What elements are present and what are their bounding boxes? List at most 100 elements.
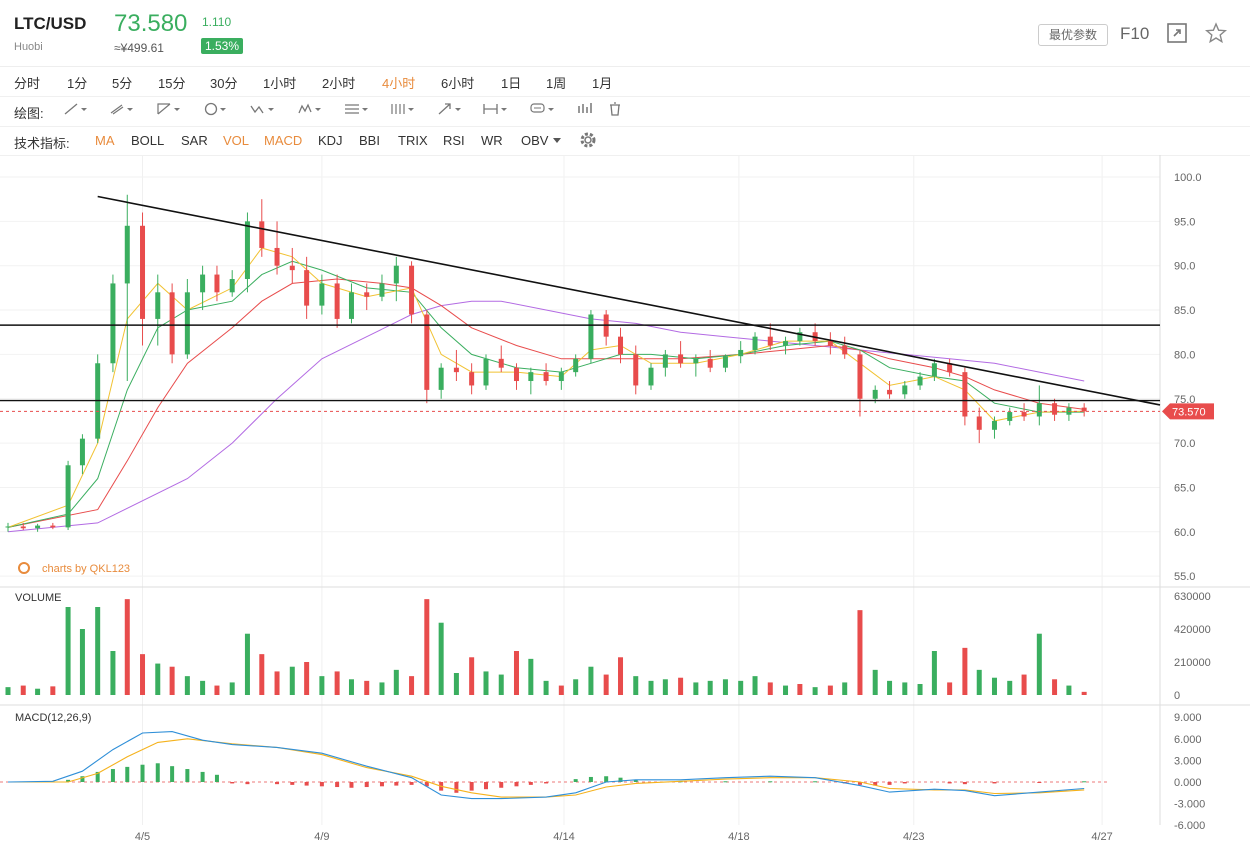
candle-body (738, 349, 744, 357)
x-tick-label: 4/18 (728, 831, 749, 843)
macd-histogram-bar (618, 777, 623, 782)
macd-histogram-bar (409, 782, 414, 785)
macd-histogram-bar (992, 782, 997, 784)
volume-bar (1081, 691, 1087, 695)
candle-body (648, 367, 654, 386)
ray-tool-icon[interactable] (108, 101, 134, 117)
timeframe-3[interactable]: 15分 (158, 76, 186, 91)
best-params-button[interactable]: 最优参数 (1038, 24, 1108, 46)
indicator-label: 技术指标: (14, 136, 70, 151)
volume-bar (797, 684, 803, 695)
volume-bar (274, 671, 280, 695)
volume-tick-label: 420000 (1174, 624, 1211, 636)
volume-bar (618, 657, 624, 695)
price-tick-label: 70.0 (1174, 438, 1195, 450)
macd-histogram-bar (962, 782, 967, 785)
price-chart[interactable]: 4/5 4/9 4/14 4/18 4/23 4/27 100.0 95.0 90.0 85.0 8… (0, 155, 1250, 860)
macd-tick-label: 3.000 (1174, 755, 1202, 767)
candle-body (469, 372, 475, 386)
volume-bar (752, 676, 758, 695)
volume-bar (140, 654, 146, 695)
timeframe-7[interactable]: 4小时 (382, 76, 416, 91)
timeframe-4[interactable]: 30分 (210, 76, 238, 91)
candle-body (483, 358, 489, 386)
channel-tool-icon[interactable] (155, 101, 181, 117)
indicator-kdj[interactable]: KDJ (318, 133, 343, 148)
indicator-rsi[interactable]: RSI (443, 133, 465, 148)
star-icon[interactable] (1205, 22, 1227, 44)
macd-tick-label: 9.000 (1174, 712, 1202, 724)
indicator-ma[interactable]: MA (95, 133, 115, 148)
indicator-macd[interactable]: MACD (264, 133, 303, 148)
measure-tool-icon[interactable] (482, 101, 508, 117)
candle-body (618, 336, 624, 355)
gear-icon[interactable] (579, 131, 597, 149)
timeframe-6[interactable]: 2小时 (322, 76, 356, 91)
price-tick-label: 75.0 (1174, 394, 1195, 406)
macd-histogram-bar (304, 782, 309, 786)
candle-body (289, 265, 295, 271)
volume-bar (693, 682, 699, 695)
volume-bar (1021, 674, 1027, 695)
macd-histogram-bar (588, 776, 593, 782)
volume-bar (304, 662, 310, 695)
indicator-wr[interactable]: WR (481, 133, 503, 148)
indicator-vol[interactable]: VOL (223, 133, 250, 148)
price-change-pct-badge: 1.53% (201, 38, 244, 54)
candle-body (244, 221, 250, 280)
wave-tool-icon[interactable] (249, 101, 275, 117)
macd-histogram-bar (902, 782, 907, 784)
macd-title: MACD(12,26,9) (15, 712, 91, 724)
circle-tool-icon[interactable] (201, 101, 227, 117)
macd-histogram-bar (1082, 781, 1087, 783)
line-tool-icon[interactable] (62, 101, 88, 117)
annotation-tool-icon[interactable] (529, 101, 555, 117)
macd-tick-label: 6.000 (1174, 734, 1202, 746)
indicator-trix[interactable]: TRIX (398, 133, 428, 148)
timeframe-bar: 分时 1分 5分 15分 30分 1小时 2小时 4小时 6小时 1日 1周 1月 (0, 66, 1250, 97)
timeframe-2[interactable]: 5分 (112, 76, 133, 91)
timeframe-0[interactable]: 分时 (14, 76, 41, 91)
macd-histogram-bar (813, 781, 818, 783)
trash-icon[interactable] (606, 101, 632, 117)
volume-bar (469, 657, 475, 695)
volume-bar (200, 680, 206, 695)
indicator-boll[interactable]: BOLL (131, 133, 165, 148)
timeframe-10[interactable]: 1周 (546, 76, 567, 91)
pattern-tool-icon[interactable] (296, 101, 322, 117)
volume-bar (393, 669, 399, 695)
candle-body (79, 438, 85, 466)
timeframe-5[interactable]: 1小时 (263, 76, 297, 91)
indicator-obv[interactable]: OBV (521, 133, 549, 148)
volume-bar (259, 654, 265, 695)
volume-bar (662, 679, 668, 695)
candle-body (184, 292, 190, 355)
macd-histogram-bar (499, 782, 504, 788)
timeframe-8[interactable]: 6小时 (441, 76, 475, 91)
indicator-bbi[interactable]: BBI (359, 133, 380, 148)
volume-bar (110, 651, 116, 695)
timeframe-9[interactable]: 1日 (501, 76, 522, 91)
indicator-bar: 技术指标: MA BOLL SAR VOL MACD KDJ BBI TRIX RSI WR OBV (0, 126, 1250, 156)
volume-bar (244, 633, 250, 695)
indicator-sar[interactable]: SAR (181, 133, 208, 148)
volume-tick-label: 630000 (1174, 591, 1211, 603)
volume-bar (348, 679, 354, 695)
fibonacci-tool-icon[interactable] (343, 101, 369, 117)
period-tool-icon[interactable] (389, 101, 415, 117)
timeframe-11[interactable]: 1月 (592, 76, 613, 91)
volume-bar (887, 680, 893, 695)
timeframe-1[interactable]: 1分 (67, 76, 88, 91)
candle-body (1036, 403, 1042, 417)
f10-button[interactable]: F10 (1120, 24, 1150, 43)
bar-mark-tool-icon[interactable] (576, 101, 602, 117)
x-tick-label: 4/5 (135, 831, 150, 843)
symbol-title: LTC/USD (14, 14, 87, 33)
obv-dropdown-icon[interactable] (552, 137, 562, 145)
macd-histogram-bar (66, 779, 71, 782)
arrow-tool-icon[interactable] (436, 101, 462, 117)
macd-histogram-bar (1037, 782, 1042, 783)
fullscreen-icon[interactable] (1166, 22, 1188, 44)
volume-bar (722, 679, 728, 695)
macd-histogram-bar (155, 763, 160, 782)
